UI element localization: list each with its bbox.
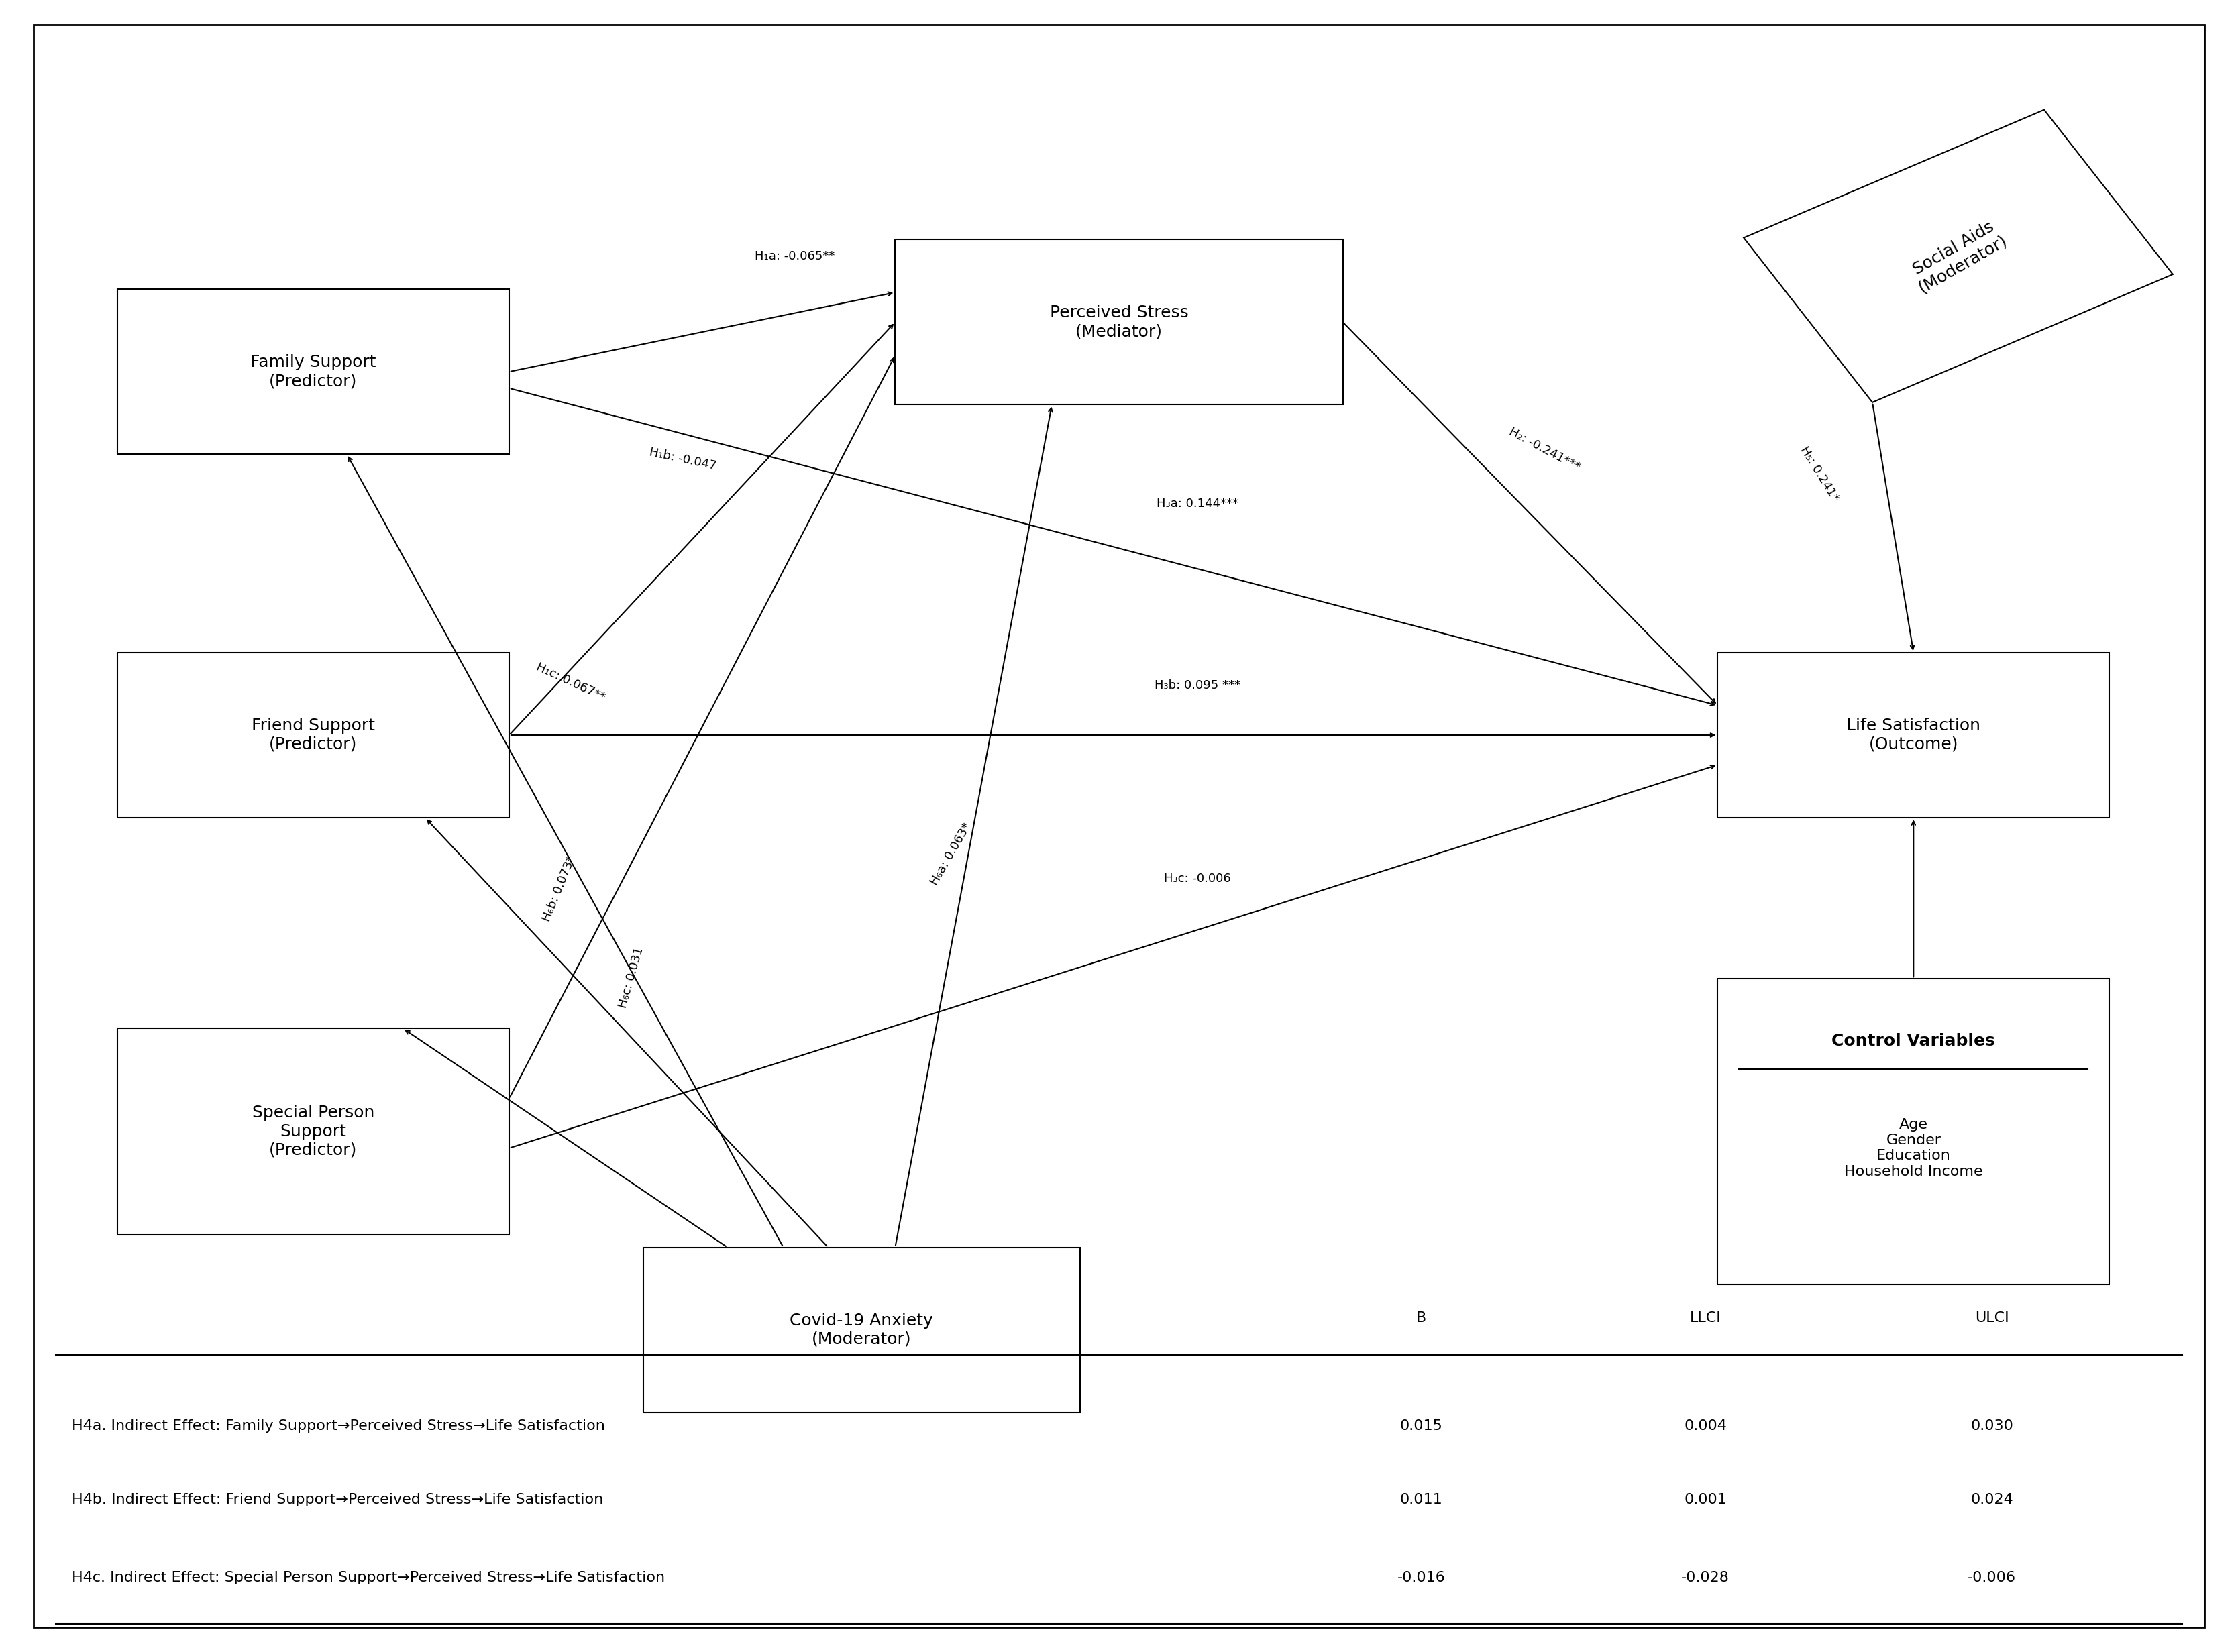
Text: Control Variables: Control Variables <box>1831 1032 1996 1049</box>
Text: Social Aids
(Moderator): Social Aids (Moderator) <box>1907 216 2010 296</box>
Text: H₁b: -0.047: H₁b: -0.047 <box>649 446 716 472</box>
Text: H4b. Indirect Effect: Friend Support→Perceived Stress→Life Satisfaction: H4b. Indirect Effect: Friend Support→Per… <box>72 1493 602 1507</box>
Text: Special Person
Support
(Predictor): Special Person Support (Predictor) <box>253 1105 374 1158</box>
FancyBboxPatch shape <box>119 289 510 454</box>
Polygon shape <box>1743 109 2173 403</box>
Text: Covid-19 Anxiety
(Moderator): Covid-19 Anxiety (Moderator) <box>790 1312 933 1348</box>
Text: 0.024: 0.024 <box>1969 1493 2014 1507</box>
Text: -0.028: -0.028 <box>1681 1571 1730 1584</box>
Text: 0.001: 0.001 <box>1683 1493 1728 1507</box>
FancyBboxPatch shape <box>895 240 1343 405</box>
Text: 0.011: 0.011 <box>1399 1493 1444 1507</box>
Text: Age
Gender
Education
Household Income: Age Gender Education Household Income <box>1844 1118 1983 1178</box>
Text: -0.016: -0.016 <box>1397 1571 1446 1584</box>
Text: H₃b: 0.095 ***: H₃b: 0.095 *** <box>1155 679 1240 692</box>
Text: B: B <box>1417 1312 1426 1325</box>
FancyBboxPatch shape <box>645 1247 1079 1412</box>
FancyBboxPatch shape <box>1717 978 2108 1285</box>
Text: ULCI: ULCI <box>1974 1312 2010 1325</box>
Text: H₂: -0.241***: H₂: -0.241*** <box>1506 426 1582 472</box>
Text: H₁a: -0.065**: H₁a: -0.065** <box>754 249 835 263</box>
Text: H4c. Indirect Effect: Special Person Support→Perceived Stress→Life Satisfaction: H4c. Indirect Effect: Special Person Sup… <box>72 1571 665 1584</box>
Text: H₃c: -0.006: H₃c: -0.006 <box>1164 872 1231 885</box>
Text: 0.004: 0.004 <box>1683 1419 1728 1432</box>
Text: LLCI: LLCI <box>1690 1312 1721 1325</box>
Text: Friend Support
(Predictor): Friend Support (Predictor) <box>251 717 376 753</box>
Text: H₅: 0.241*: H₅: 0.241* <box>1797 444 1842 504</box>
Text: Family Support
(Predictor): Family Support (Predictor) <box>251 354 376 390</box>
Text: Perceived Stress
(Mediator): Perceived Stress (Mediator) <box>1050 304 1188 340</box>
Text: 0.030: 0.030 <box>1969 1419 2014 1432</box>
Text: H4a. Indirect Effect: Family Support→Perceived Stress→Life Satisfaction: H4a. Indirect Effect: Family Support→Per… <box>72 1419 604 1432</box>
Text: H₃a: 0.144***: H₃a: 0.144*** <box>1157 497 1238 510</box>
FancyBboxPatch shape <box>119 653 510 818</box>
Text: H₁c: 0.067**: H₁c: 0.067** <box>535 661 606 704</box>
Text: H₆b: 0.073*: H₆b: 0.073* <box>542 854 577 923</box>
FancyBboxPatch shape <box>1717 653 2108 818</box>
Text: 0.015: 0.015 <box>1399 1419 1444 1432</box>
Text: H₆a: 0.063*: H₆a: 0.063* <box>929 821 974 887</box>
Text: H₆c: 0.031: H₆c: 0.031 <box>618 947 645 1009</box>
Text: Life Satisfaction
(Outcome): Life Satisfaction (Outcome) <box>1846 717 1981 753</box>
FancyBboxPatch shape <box>34 25 2204 1627</box>
FancyBboxPatch shape <box>119 1028 510 1236</box>
Text: -0.006: -0.006 <box>1967 1571 2016 1584</box>
